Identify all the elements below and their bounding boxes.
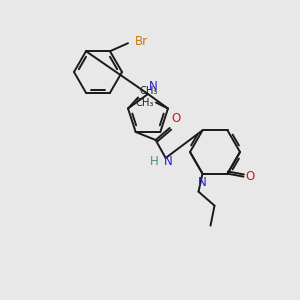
Text: O: O — [172, 112, 181, 125]
Text: O: O — [245, 170, 255, 183]
Text: H: H — [150, 155, 159, 169]
Text: N: N — [164, 155, 172, 169]
Text: N: N — [198, 176, 207, 189]
Text: Br: Br — [135, 35, 148, 48]
Text: N: N — [149, 80, 158, 93]
Text: CH₃: CH₃ — [139, 85, 158, 95]
Text: CH₃: CH₃ — [136, 98, 154, 107]
